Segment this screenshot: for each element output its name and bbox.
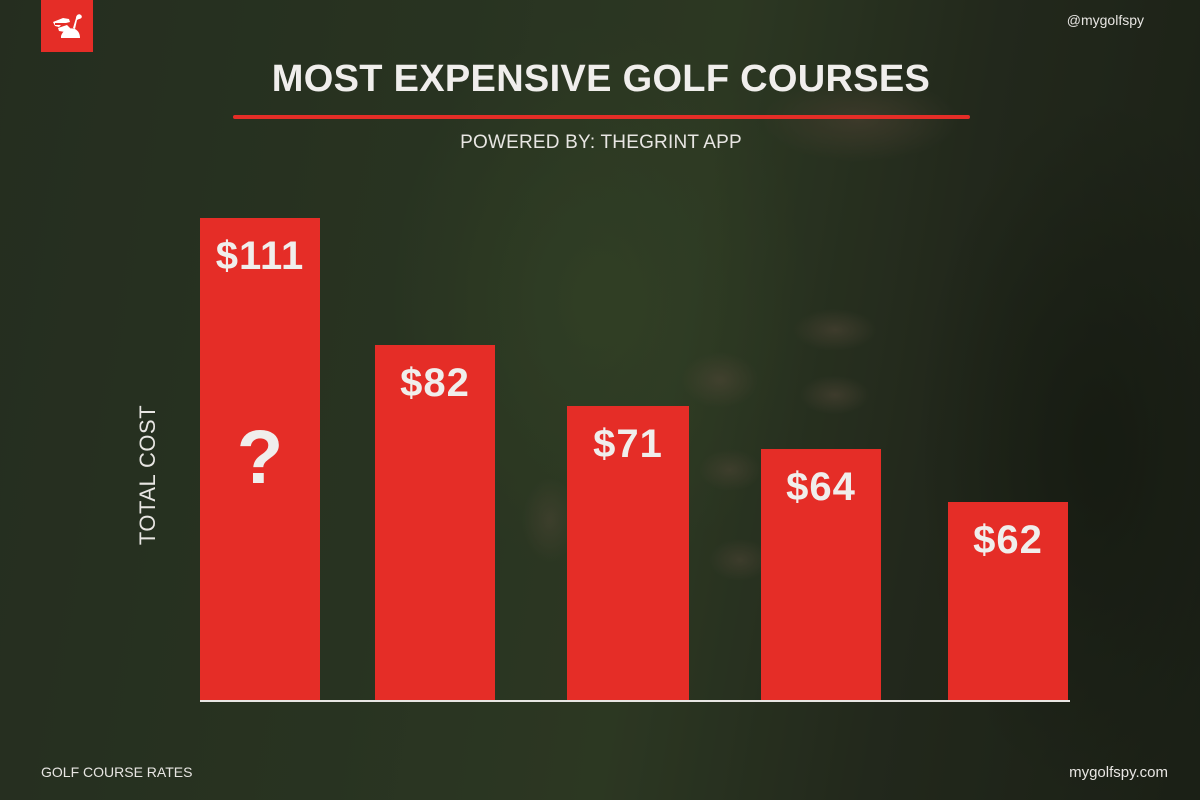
bar-5: $62: [948, 502, 1068, 700]
mygolfspy-logo: [41, 0, 93, 52]
bar-2: $82: [375, 345, 495, 700]
bar-value-label: $64: [786, 465, 856, 509]
bar-value-label: $111: [215, 234, 305, 278]
social-handle: @mygolfspy: [1066, 12, 1144, 28]
x-axis-baseline: [200, 700, 1070, 702]
bar-value-label: $82: [400, 361, 470, 405]
bar-value-label: $62: [973, 518, 1043, 562]
question-mark-annotation: ?: [236, 415, 284, 500]
bar-3: $71: [567, 406, 689, 700]
footer-website: mygolfspy.com: [1069, 764, 1168, 781]
title-divider: [233, 115, 970, 119]
golf-spy-mascot-icon: [53, 14, 82, 38]
chart-subtitle: POWERED BY: THEGRINT APP: [460, 132, 742, 153]
bar-1: $111 ?: [200, 218, 320, 700]
chart-title: MOST EXPENSIVE GOLF COURSES: [271, 58, 931, 100]
footer-caption: GOLF COURSE RATES: [41, 764, 193, 780]
bar-4: $64: [761, 449, 881, 700]
bar-value-label: $71: [593, 422, 663, 466]
